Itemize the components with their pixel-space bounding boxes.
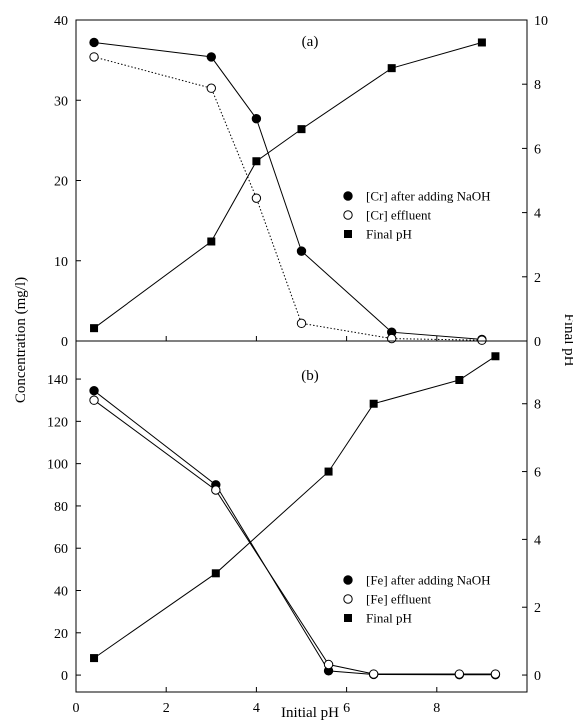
data-point-b-0 (89, 385, 99, 396)
y-left-tick-label: 20 (54, 175, 68, 190)
y-right-tick-label: 10 (534, 14, 548, 29)
y-left-tick-label: 120 (47, 415, 68, 430)
x-tick-label: 2 (163, 701, 170, 716)
data-point-a-2 (207, 237, 216, 246)
series-line-b-2 (93, 355, 496, 659)
y-left-tick-label: 60 (54, 542, 68, 557)
y-axis-label-right: Final pH (561, 314, 573, 367)
y-left-tick-label: 100 (47, 458, 68, 473)
legend-marker (343, 191, 353, 201)
data-point-a-1 (206, 83, 217, 93)
data-point-b-1 (368, 669, 379, 679)
legend-label: [Fe] effluent (366, 592, 431, 607)
y-left-tick-label: 40 (54, 14, 68, 29)
y-right-tick-label: 8 (534, 398, 541, 413)
y-left-tick-label: 0 (61, 669, 68, 684)
shared-axes: Initial pH Concentration (mg/l) Final pH (13, 277, 573, 721)
y-right-tick-label: 6 (534, 466, 541, 481)
data-point-b-2 (455, 376, 464, 384)
x-tick-label: 0 (73, 701, 80, 716)
legend-a: [Cr] after adding NaOH [Cr] effluent Final… (343, 189, 491, 242)
legend-label: Final pH (366, 227, 412, 242)
y-right-tick-label: 4 (534, 207, 541, 222)
plot-frame-a (75, 19, 528, 342)
data-point-b-2 (324, 467, 333, 476)
data-point-a-1 (477, 335, 487, 345)
y-right-tick-label: 6 (534, 142, 541, 157)
data-point-b-2 (369, 399, 378, 408)
series-line-b-0 (93, 390, 496, 676)
data-point-a-0 (251, 114, 262, 124)
data-point-a-2 (90, 324, 99, 333)
legend-label: [Cr] effluent (366, 208, 431, 223)
legend-marker (344, 230, 352, 238)
data-point-a-2 (387, 64, 396, 73)
y-right-tick-label: 4 (534, 533, 541, 548)
series-line-a-0 (93, 42, 482, 340)
data-point-b-1 (490, 669, 501, 679)
data-point-b-1 (454, 669, 465, 679)
data-point-a-1 (251, 193, 262, 203)
panel-label-a: (a) (302, 34, 319, 50)
y-left-tick-label: 30 (54, 94, 68, 109)
data-point-a-2 (297, 125, 306, 134)
y-axis-label-left: Concentration (mg/l) (13, 277, 29, 403)
data-point-a-0 (89, 37, 99, 48)
y-left-tick-label: 40 (54, 585, 68, 600)
series-line-b-1 (93, 399, 496, 675)
x-tick-label: 6 (343, 701, 350, 716)
legend-marker (343, 210, 353, 220)
legend-label: Final pH (366, 611, 412, 626)
data-point-b-1 (323, 659, 334, 670)
data-point-b-2 (211, 569, 220, 578)
data-point-a-1 (387, 333, 397, 344)
y-right-tick-label: 2 (534, 271, 541, 286)
x-tick-label: 4 (253, 701, 260, 716)
plot-frame-b (75, 340, 528, 693)
x-tick-label: 8 (433, 701, 440, 716)
data-point-a-2 (477, 38, 486, 47)
data-point-a-0 (206, 52, 217, 62)
data-point-a-1 (296, 318, 307, 329)
y-right-tick-label: 2 (534, 601, 541, 616)
data-point-a-0 (296, 246, 307, 256)
legend-label: [Fe] after adding NaOH (366, 573, 491, 588)
data-point-a-1 (89, 52, 99, 62)
y-left-tick-label: 0 (61, 335, 68, 350)
data-point-a-2 (252, 157, 261, 166)
series-line-a-2 (93, 42, 483, 329)
series-line-a-1 (93, 56, 482, 341)
y-left-tick-label: 10 (54, 255, 68, 270)
y-right-tick-label: 8 (534, 78, 541, 93)
y-right-tick-label: 0 (534, 669, 541, 684)
legend-b: [Fe] after adding NaOH [Fe] effluent Final… (343, 573, 491, 626)
panel-label-b: (b) (301, 368, 319, 384)
legend-marker (343, 594, 353, 604)
legend-label: [Cr] after adding NaOH (366, 189, 491, 204)
data-point-b-1 (211, 485, 221, 495)
panel-a: 0 10 20 30 40 0 2 4 6 8 10 (a) [Cr] after adding NaO… (54, 14, 548, 350)
y-left-tick-label: 140 (47, 373, 68, 388)
y-left-tick-label: 80 (54, 500, 68, 515)
y-right-tick-label: 0 (534, 335, 541, 350)
x-axis-label: Initial pH (281, 705, 339, 721)
data-point-b-2 (491, 352, 500, 361)
legend-marker (344, 614, 352, 622)
data-point-b-1 (89, 395, 99, 405)
data-point-b-2 (90, 654, 99, 663)
y-left-tick-label: 20 (54, 627, 68, 642)
legend-marker (343, 575, 353, 585)
